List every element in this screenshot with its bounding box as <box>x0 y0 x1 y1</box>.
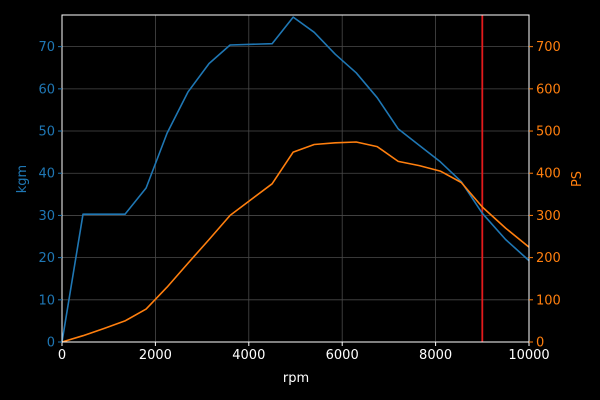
x-tick-label: 8000 <box>419 348 452 363</box>
left-tick-label: 40 <box>38 167 55 182</box>
left-tick-label: 70 <box>38 40 55 55</box>
left-tick-label: 30 <box>38 209 55 224</box>
left-axis-title: kgm <box>15 165 30 193</box>
right-tick-label: 100 <box>536 293 561 308</box>
power-line <box>61 141 530 343</box>
torque-line <box>61 16 530 343</box>
plot-frame <box>61 14 530 343</box>
x-tick-label: 6000 <box>326 348 359 363</box>
right-tick-label: 500 <box>536 125 561 140</box>
x-tick-label: 0 <box>58 348 66 363</box>
x-axis-title: rpm <box>283 371 309 386</box>
x-tick-label: 10000 <box>508 348 549 363</box>
right-tick-label: 200 <box>536 251 561 266</box>
right-tick-label: 400 <box>536 167 561 182</box>
right-axis-ticks: 0 100 200 300 400 500 600 700 <box>529 40 561 351</box>
x-axis-ticks: 0 2000 4000 6000 8000 10000 <box>58 342 550 363</box>
left-tick-label: 60 <box>38 82 55 97</box>
left-tick-label: 0 <box>47 336 55 351</box>
right-tick-label: 700 <box>536 40 561 55</box>
right-axis-title: PS <box>570 171 585 187</box>
x-tick-label: 2000 <box>139 348 172 363</box>
left-tick-label: 20 <box>38 251 55 266</box>
x-tick-label: 4000 <box>232 348 265 363</box>
left-axis-ticks: 0 10 20 30 40 50 60 70 <box>38 40 62 351</box>
left-tick-label: 50 <box>38 125 55 140</box>
right-tick-label: 0 <box>536 336 544 351</box>
left-tick-label: 10 <box>38 293 55 308</box>
right-tick-label: 300 <box>536 209 561 224</box>
right-tick-label: 600 <box>536 82 561 97</box>
series-layer <box>61 16 530 343</box>
